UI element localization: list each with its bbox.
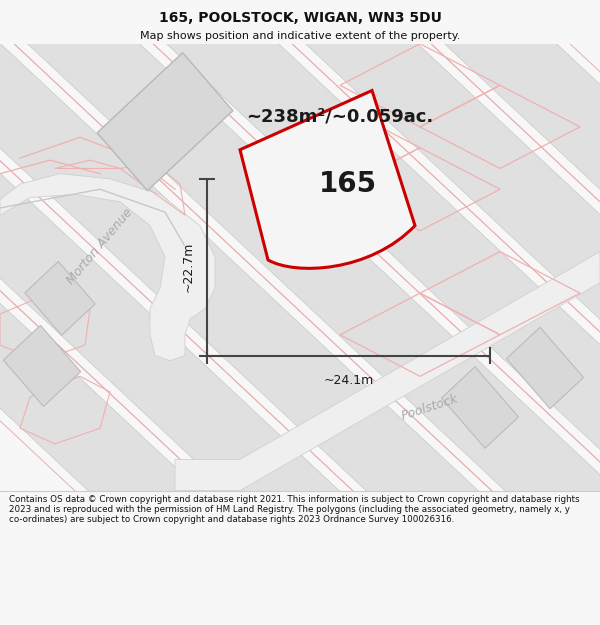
Text: 165, POOLSTOCK, WIGAN, WN3 5DU: 165, POOLSTOCK, WIGAN, WN3 5DU <box>158 11 442 25</box>
Polygon shape <box>25 261 95 335</box>
PathPatch shape <box>240 91 415 268</box>
Polygon shape <box>442 367 518 448</box>
Text: Contains OS data © Crown copyright and database right 2021. This information is : Contains OS data © Crown copyright and d… <box>9 494 580 524</box>
Polygon shape <box>175 252 600 491</box>
Text: Morton Avenue: Morton Avenue <box>64 206 136 287</box>
Text: Poolstock: Poolstock <box>400 392 460 423</box>
Polygon shape <box>97 52 233 191</box>
Text: Map shows position and indicative extent of the property.: Map shows position and indicative extent… <box>140 31 460 41</box>
Text: 165: 165 <box>319 170 377 198</box>
Text: ~24.1m: ~24.1m <box>323 374 374 388</box>
Text: ~22.7m: ~22.7m <box>182 242 195 292</box>
Text: ~238m²/~0.059ac.: ~238m²/~0.059ac. <box>247 107 434 126</box>
Polygon shape <box>4 326 80 406</box>
Polygon shape <box>0 174 215 361</box>
Polygon shape <box>506 328 583 409</box>
